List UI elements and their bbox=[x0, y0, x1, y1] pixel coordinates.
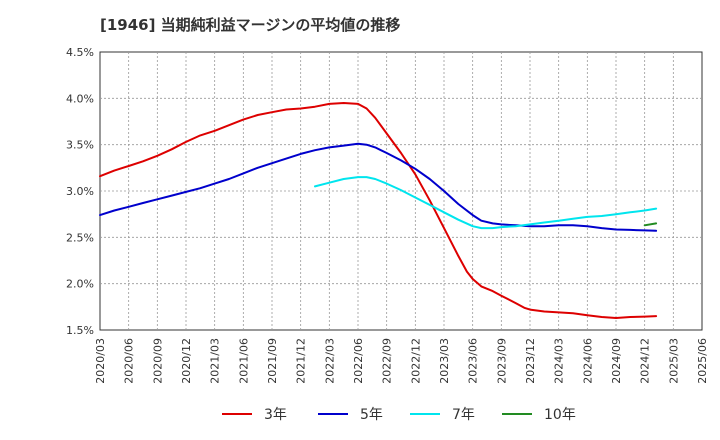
x-tick-label: 2024/03 bbox=[553, 338, 566, 384]
y-tick-label: 4.5% bbox=[66, 46, 94, 59]
x-tick-label: 2021/03 bbox=[209, 338, 222, 384]
y-tick-label: 3.0% bbox=[66, 185, 94, 198]
x-tick-label: 2021/09 bbox=[266, 338, 279, 384]
series-line-10年 bbox=[643, 222, 658, 227]
legend: 3年 5年 7年 10年 bbox=[222, 407, 576, 423]
x-tick-label: 2023/12 bbox=[524, 338, 537, 384]
x-tick-label: 2021/12 bbox=[295, 338, 308, 384]
y-tick-label: 2.0% bbox=[66, 278, 94, 291]
series-line-5年 bbox=[99, 142, 658, 232]
x-tick-label: 2022/09 bbox=[381, 338, 394, 384]
x-tick-label: 2022/03 bbox=[323, 338, 336, 384]
legend-label: 3年 bbox=[264, 407, 287, 423]
x-tick-label: 2022/12 bbox=[409, 338, 422, 384]
x-tick-label: 2021/06 bbox=[237, 338, 250, 384]
x-tick-label: 2025/06 bbox=[696, 338, 709, 384]
x-tick-label: 2023/09 bbox=[495, 338, 508, 384]
x-tick-label: 2025/03 bbox=[667, 338, 680, 384]
x-tick-label: 2022/06 bbox=[352, 338, 365, 384]
y-tick-label: 4.0% bbox=[66, 92, 94, 105]
x-tick-label: 2020/06 bbox=[123, 338, 136, 384]
x-tick-label: 2024/12 bbox=[639, 338, 652, 384]
chart-title: [1946] 当期純利益マージンの平均値の推移 bbox=[100, 16, 401, 34]
legend-label: 5年 bbox=[360, 407, 383, 423]
series-line-7年 bbox=[314, 176, 658, 230]
x-tick-label: 2024/06 bbox=[581, 338, 594, 384]
x-axis-ticks: 2020/03 2020/06 2020/09 2020/12 2021/03 2021/… bbox=[94, 338, 709, 384]
x-tick-label: 2023/06 bbox=[467, 338, 480, 384]
series-lines bbox=[99, 102, 658, 319]
x-tick-label: 2020/09 bbox=[151, 338, 164, 384]
y-axis-ticks: 1.5% 2.0% 2.5% 3.0% 3.5% 4.0% 4.5% bbox=[66, 46, 94, 337]
y-tick-label: 2.5% bbox=[66, 231, 94, 244]
x-tick-label: 2024/09 bbox=[610, 338, 623, 384]
x-tick-label: 2020/12 bbox=[180, 338, 193, 384]
y-tick-label: 3.5% bbox=[66, 139, 94, 152]
legend-label: 10年 bbox=[544, 407, 576, 423]
x-tick-label: 2020/03 bbox=[94, 338, 107, 384]
x-tick-label: 2023/03 bbox=[438, 338, 451, 384]
series-line-3年 bbox=[99, 102, 658, 319]
legend-label: 7年 bbox=[452, 407, 475, 423]
y-tick-label: 1.5% bbox=[66, 324, 94, 337]
